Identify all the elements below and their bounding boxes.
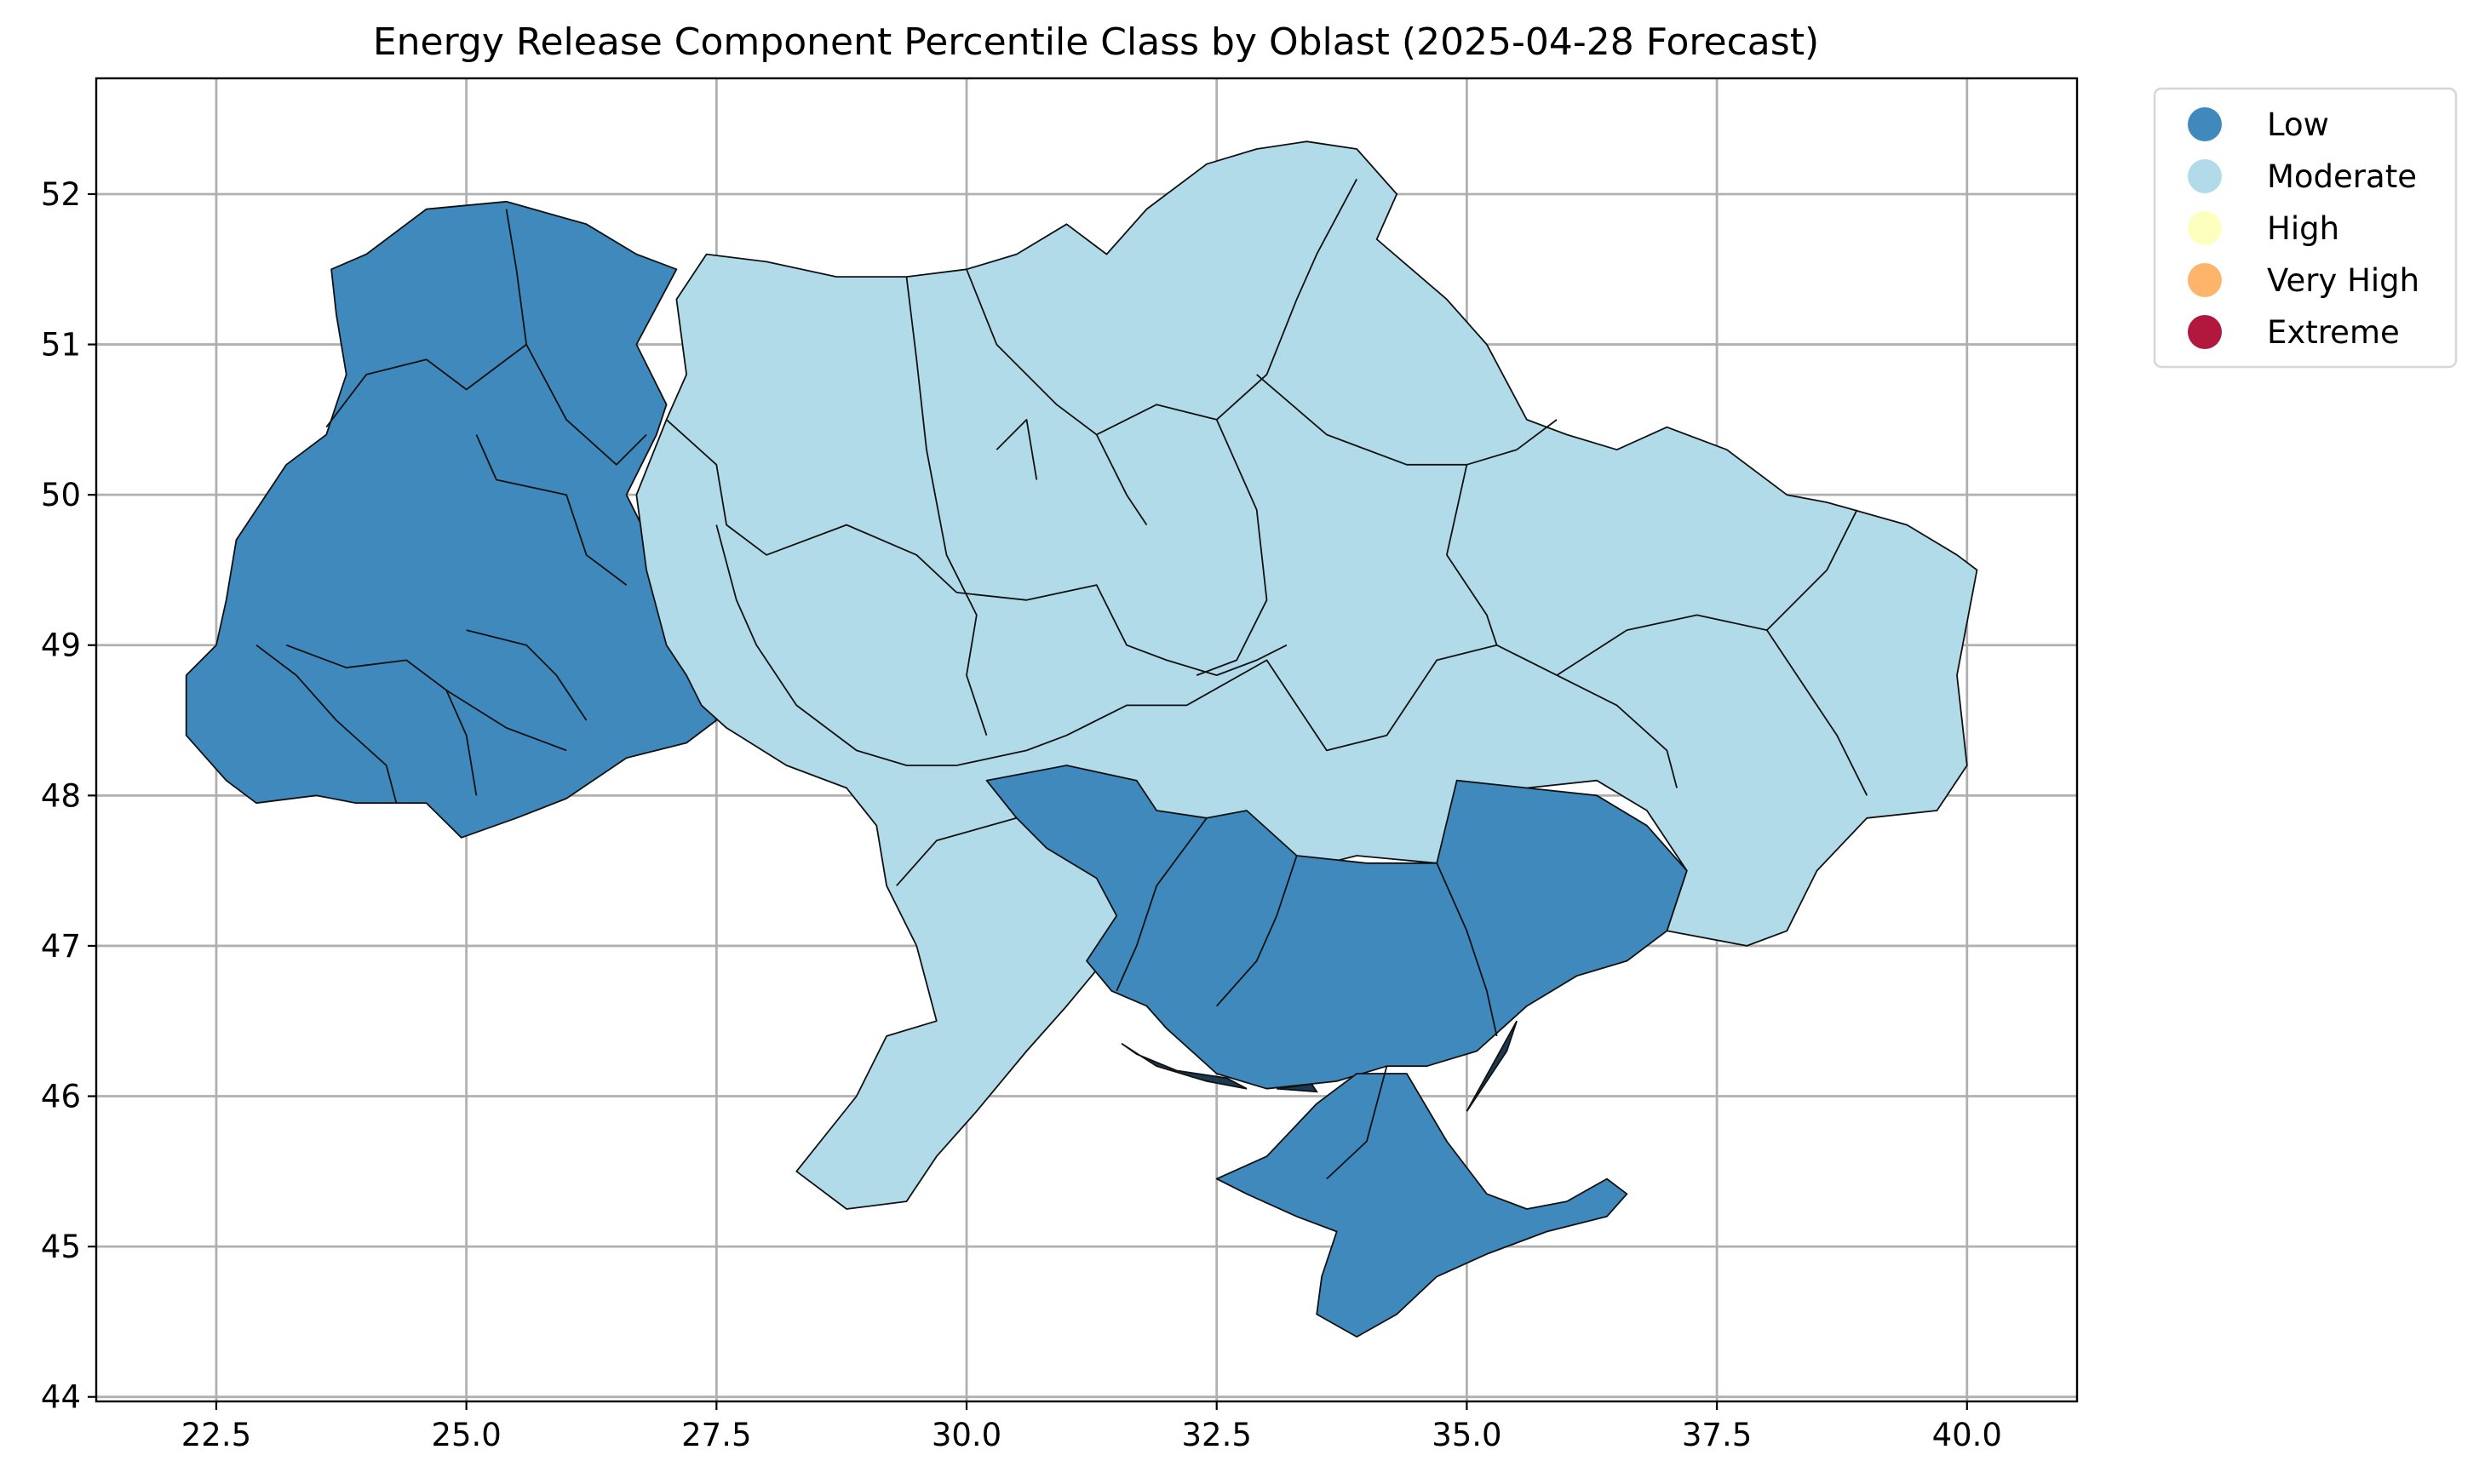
oblast-border: [956, 584, 1288, 676]
y-tick-label: 49: [41, 627, 81, 664]
oblast-border: [445, 690, 478, 796]
oblast-border: [1216, 855, 1298, 1007]
legend-marker-low: [2188, 107, 2222, 141]
oblast-border: [665, 419, 957, 593]
oblast-border: [896, 816, 1018, 886]
oblast-border: [1196, 419, 1268, 676]
oblast-border: [285, 644, 567, 752]
coastal-spit: [1277, 1083, 1318, 1093]
oblast-border: [255, 644, 398, 804]
oblast-regions: [185, 140, 1978, 1338]
y-tick-label: 44: [41, 1379, 81, 1416]
y-tick-label: 52: [41, 176, 81, 213]
legend-frame: [2153, 87, 2458, 369]
y-tick-label: 45: [41, 1229, 81, 1265]
x-tick-label: 22.5: [181, 1417, 251, 1453]
region-low: [185, 200, 718, 839]
x-tick-label: 32.5: [1182, 1417, 1252, 1453]
y-tick-label: 48: [41, 777, 81, 814]
x-tick-label: 40.0: [1932, 1417, 2002, 1453]
x-tick-label: 25.0: [431, 1417, 501, 1453]
oblast-border: [1256, 374, 1558, 466]
plot-frame: [95, 77, 2079, 1403]
y-tick-label: 46: [41, 1079, 81, 1115]
oblast-border: [325, 209, 527, 428]
oblast-border: [996, 419, 1038, 480]
y-tick-label: 51: [41, 327, 81, 364]
oblast-border: [1096, 178, 1357, 436]
y-axis: 44 45 46 47 48 49 50 51 52: [41, 176, 96, 1416]
oblast-border: [1436, 862, 1498, 1037]
coastal-spit: [1121, 1042, 1248, 1090]
legend-label: Moderate: [2267, 158, 2417, 195]
x-tick-label: 37.5: [1682, 1417, 1752, 1453]
legend: Low Moderate High Very High Extreme: [2153, 87, 2458, 369]
oblast-border: [525, 344, 647, 466]
oblast-border: [905, 276, 988, 736]
region-low: [985, 765, 1688, 1090]
y-tick-label: 50: [41, 477, 81, 513]
legend-marker-high: [2188, 211, 2222, 245]
legend-label: Extreme: [2267, 314, 2400, 351]
legend-label: Very High: [2267, 262, 2419, 299]
x-tick-label: 30.0: [932, 1417, 1001, 1453]
oblast-border: [715, 524, 957, 766]
x-tick-label: 35.0: [1432, 1417, 1501, 1453]
legend-label: High: [2267, 210, 2339, 247]
oblast-border: [1446, 464, 1678, 788]
legend-marker-extreme: [2188, 315, 2222, 349]
oblast-border: [956, 644, 1497, 766]
coastal-spit: [1466, 1020, 1518, 1112]
x-axis: 22.5 25.0 27.5 30.0 32.5 35.0 37.5 40.0: [181, 1401, 2002, 1453]
oblast-border: [475, 434, 628, 586]
oblast-border: [966, 268, 1148, 525]
region-moderate: [635, 140, 1978, 1210]
oblast-border: [1116, 817, 1208, 992]
legend-marker-moderate: [2188, 159, 2222, 193]
x-tick-label: 27.5: [681, 1417, 751, 1453]
y-tick-label: 47: [41, 928, 81, 965]
oblast-border: [1326, 1065, 1388, 1180]
oblast-boundaries: [255, 178, 1868, 1180]
chart-title: Energy Release Component Percentile Clas…: [373, 20, 1819, 64]
oblast-border: [466, 629, 588, 721]
region-low: [1215, 1073, 1628, 1338]
oblast-border: [1766, 509, 1858, 631]
legend-marker-very-high: [2188, 263, 2222, 297]
legend-label: Low: [2267, 106, 2329, 143]
